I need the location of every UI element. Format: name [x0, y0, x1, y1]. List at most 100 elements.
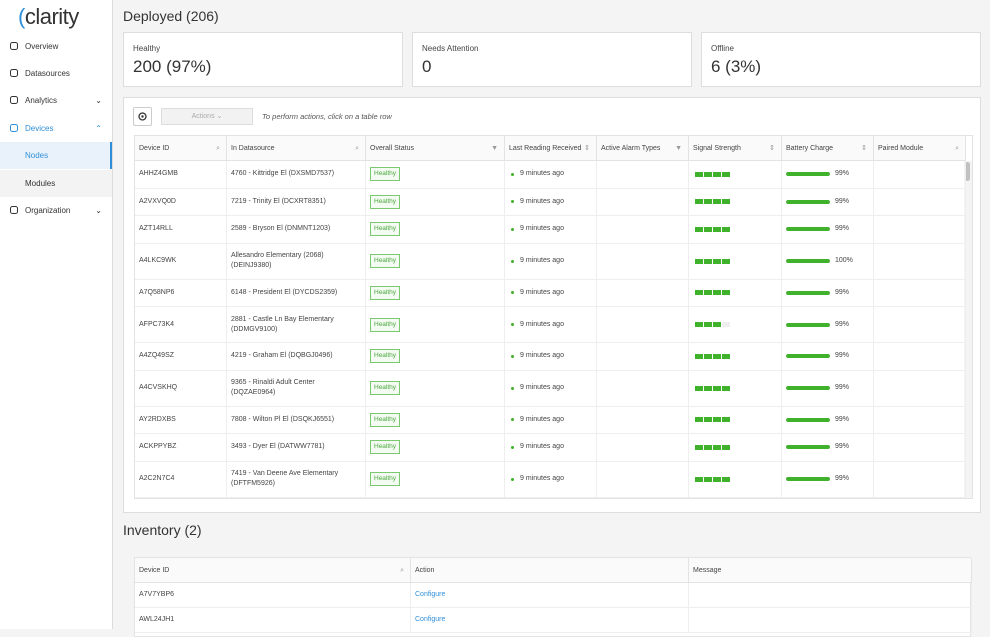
table-cell[interactable]: Configure	[411, 583, 689, 608]
table-cell[interactable]: Allesandro Elementary (2068) (DEINJ9380)	[227, 243, 366, 280]
column-header[interactable]: Overall Status ▼	[366, 136, 505, 161]
table-cell[interactable]	[689, 406, 782, 434]
table-cell[interactable]	[689, 343, 782, 371]
table-cell[interactable]: A4LKC9WK	[135, 243, 227, 280]
table-cell[interactable]	[689, 583, 972, 608]
column-header[interactable]: Paired Module ⌕	[874, 136, 966, 161]
table-cell[interactable]: AZT14RLL	[135, 216, 227, 244]
table-cell[interactable]: Healthy	[366, 406, 505, 434]
table-cell[interactable]: 9 minutes ago	[505, 434, 597, 462]
column-header[interactable]: Last Reading Received ⇕	[505, 136, 597, 161]
table-cell[interactable]	[874, 279, 966, 307]
table-cell[interactable]	[689, 279, 782, 307]
nav-item[interactable]: Analytics ⌄	[0, 87, 112, 114]
table-cell[interactable]	[597, 243, 689, 280]
table-cell[interactable]	[689, 608, 972, 633]
column-header[interactable]: Device ID ⌕	[135, 136, 227, 161]
table-cell[interactable]	[597, 161, 689, 189]
table-cell[interactable]	[874, 406, 966, 434]
table-cell[interactable]: 99%	[782, 188, 874, 216]
table-cell[interactable]: 9 minutes ago	[505, 307, 597, 343]
table-cell[interactable]: 99%	[782, 343, 874, 371]
table-cell[interactable]	[689, 243, 782, 280]
table-cell[interactable]	[597, 434, 689, 462]
table-cell[interactable]	[874, 216, 966, 244]
table-cell[interactable]: 100%	[782, 243, 874, 280]
table-cell[interactable]	[689, 370, 782, 407]
scrollbar[interactable]	[964, 161, 972, 498]
table-cell[interactable]: 7219 - Trinity El (DCXRT8351)	[227, 188, 366, 216]
table-cell[interactable]	[874, 161, 966, 189]
table-cell[interactable]: 9 minutes ago	[505, 343, 597, 371]
table-cell[interactable]: 9 minutes ago	[505, 161, 597, 189]
table-cell[interactable]: 4219 - Graham El (DQBGJ0496)	[227, 343, 366, 371]
table-cell[interactable]	[597, 370, 689, 407]
table-cell[interactable]: Healthy	[366, 461, 505, 498]
table-cell[interactable]	[874, 370, 966, 407]
table-cell[interactable]	[874, 343, 966, 371]
table-cell[interactable]: 4760 - Kittridge El (DXSMD7537)	[227, 161, 366, 189]
table-cell[interactable]: 2881 - Castle Ln Bay Elementary (DDMGV91…	[227, 307, 366, 343]
table-cell[interactable]: A2C2N7C4	[135, 461, 227, 498]
column-header[interactable]: Action	[411, 558, 689, 583]
table-cell[interactable]: 9 minutes ago	[505, 406, 597, 434]
table-cell[interactable]	[597, 406, 689, 434]
table-cell[interactable]: 6148 - President El (DYCDS2359)	[227, 279, 366, 307]
column-header[interactable]: Active Alarm Types ▼	[597, 136, 689, 161]
table-cell[interactable]: A4CVSKHQ	[135, 370, 227, 407]
table-cell[interactable]	[874, 307, 966, 343]
table-cell[interactable]: AHHZ4GMB	[135, 161, 227, 189]
table-cell[interactable]: ACKPPYBZ	[135, 434, 227, 462]
table-cell[interactable]: A7V7YBP6	[135, 583, 411, 608]
table-cell[interactable]: Healthy	[366, 279, 505, 307]
table-cell[interactable]: 9 minutes ago	[505, 279, 597, 307]
table-cell[interactable]: AY2RDXBS	[135, 406, 227, 434]
table-cell[interactable]	[689, 461, 782, 498]
table-cell[interactable]	[597, 279, 689, 307]
table-cell[interactable]: 99%	[782, 461, 874, 498]
table-cell[interactable]: 9 minutes ago	[505, 216, 597, 244]
table-cell[interactable]	[689, 434, 782, 462]
table-cell[interactable]	[597, 307, 689, 343]
column-header[interactable]: In Datasource ⌕	[227, 136, 366, 161]
table-cell[interactable]	[597, 216, 689, 244]
settings-button[interactable]	[133, 107, 152, 126]
table-cell[interactable]: AWL24JH1	[135, 608, 411, 633]
table-cell[interactable]: A7Q58NP6	[135, 279, 227, 307]
table-cell[interactable]: A2VXVQ0D	[135, 188, 227, 216]
table-cell[interactable]: Healthy	[366, 307, 505, 343]
table-cell[interactable]: 99%	[782, 279, 874, 307]
nav-item[interactable]: Datasources	[0, 60, 112, 87]
table-cell[interactable]: 7808 - Wilton Pl El (DSQKJ6551)	[227, 406, 366, 434]
table-cell[interactable]: AFPC73K4	[135, 307, 227, 343]
table-cell[interactable]: 9 minutes ago	[505, 461, 597, 498]
table-cell[interactable]: 99%	[782, 161, 874, 189]
column-header[interactable]: Device ID ⌕	[135, 558, 411, 583]
table-cell[interactable]: 9 minutes ago	[505, 370, 597, 407]
column-header[interactable]: Signal Strength ⇕	[689, 136, 782, 161]
table-cell[interactable]: 9 minutes ago	[505, 243, 597, 280]
actions-button[interactable]: Actions ⌄	[161, 108, 253, 125]
table-cell[interactable]: 99%	[782, 307, 874, 343]
table-cell[interactable]: 3493 - Dyer El (DATWW7781)	[227, 434, 366, 462]
table-cell[interactable]: 99%	[782, 370, 874, 407]
table-cell[interactable]	[597, 188, 689, 216]
column-header[interactable]: Message	[689, 558, 972, 583]
nav-item[interactable]: Organization ⌄	[0, 197, 112, 224]
table-cell[interactable]	[874, 188, 966, 216]
table-cell[interactable]: Configure	[411, 608, 689, 633]
table-cell[interactable]	[689, 216, 782, 244]
table-cell[interactable]: 9365 - Rinaldi Adult Center (DQZAE0964)	[227, 370, 366, 407]
table-cell[interactable]: 9 minutes ago	[505, 188, 597, 216]
nav-item[interactable]: Devices ⌃	[0, 115, 112, 142]
table-cell[interactable]: Healthy	[366, 370, 505, 407]
configure-link[interactable]: Configure	[415, 616, 446, 623]
table-cell[interactable]: Healthy	[366, 216, 505, 244]
nav-item[interactable]: Overview	[0, 33, 112, 60]
table-cell[interactable]	[689, 307, 782, 343]
table-cell[interactable]	[597, 343, 689, 371]
table-cell[interactable]: 99%	[782, 216, 874, 244]
table-cell[interactable]: Healthy	[366, 188, 505, 216]
table-cell[interactable]: Healthy	[366, 243, 505, 280]
table-cell[interactable]: 2589 - Bryson El (DNMNT1203)	[227, 216, 366, 244]
